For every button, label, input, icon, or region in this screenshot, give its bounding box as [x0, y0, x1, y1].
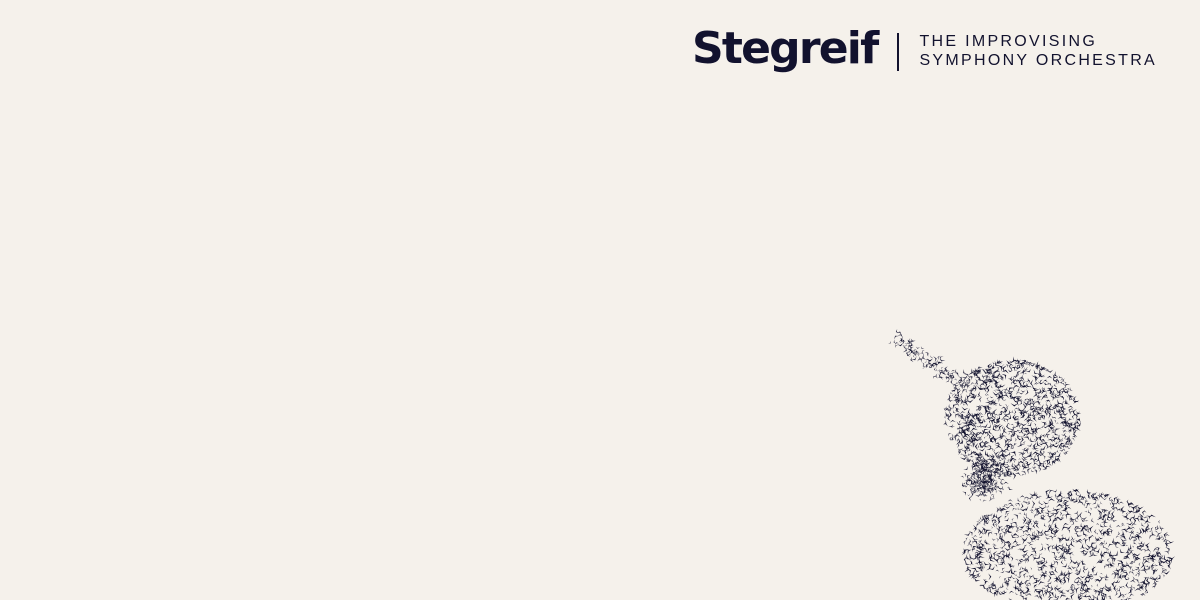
brand-divider [897, 33, 900, 71]
tagline-line-2: SYMPHONY ORCHESTRA [919, 52, 1158, 69]
brand-lockup: Stegreif THE IMPROVISING SYMPHONY ORCHES… [692, 24, 1157, 80]
tagline-line-1: THE IMPROVISING [919, 33, 1098, 50]
brand-wordmark: Stegreif [692, 23, 879, 74]
brand-tagline: THE IMPROVISING SYMPHONY ORCHESTRA [919, 32, 1157, 70]
